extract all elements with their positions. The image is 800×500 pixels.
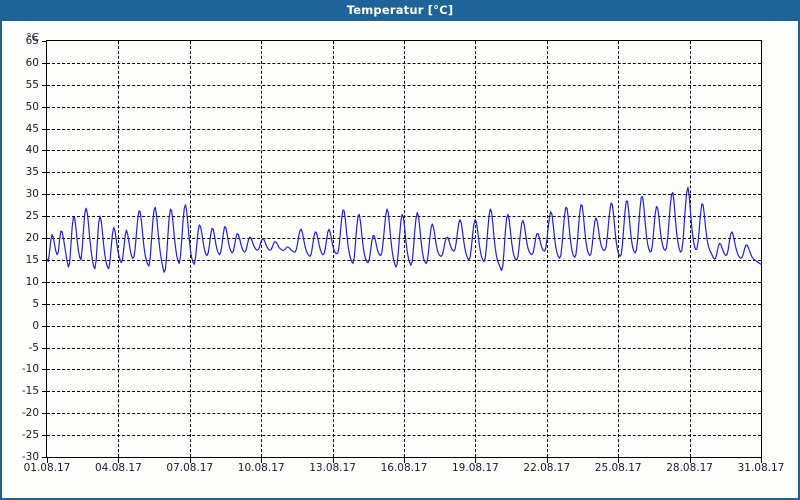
y-axis-tick-label: 60 [25,56,39,69]
y-axis-tick-label: 65 [25,35,39,47]
y-axis-tick-mark [42,150,46,152]
y-axis-tick-mark [42,216,46,218]
temperature-series-svg [47,186,761,273]
plot-region [46,40,762,458]
y-axis-tick-label: 55 [25,78,39,91]
gridline-vertical [118,41,120,457]
y-axis-tick-mark [42,391,46,393]
chart-area: °C 65 60 55 50 45 40 35 30 25 20 15 10 5 0 -5 -10 -15 -20… [2,21,798,496]
x-axis-tick-label: 13.08.17 [309,462,356,474]
x-axis-tick-mark [546,458,548,463]
y-axis-tick-mark [42,238,46,240]
x-axis-tick-mark [689,458,691,463]
gridline-vertical [618,41,620,457]
y-axis-tick-mark [42,62,46,64]
x-axis-tick-label: 04.08.17 [95,462,142,474]
y-axis-tick-label: 50 [25,100,39,113]
x-axis-tick-label: 10.08.17 [237,462,285,474]
y-axis-tick-mark [42,281,46,283]
y-axis-tick-mark [42,325,46,327]
y-axis-tick-mark [42,347,46,349]
x-axis-tick-label: 07.08.17 [166,462,214,474]
window-title-bar: Temperatur [°C] [0,0,800,21]
x-axis-tick-label: 19.08.17 [452,462,499,474]
y-axis-tick-mark [42,303,46,305]
y-axis-tick-mark [42,435,46,437]
y-axis-tick-label: 25 [25,210,39,223]
temperature-line [47,186,761,273]
x-axis-tick-mark [261,458,263,463]
y-axis-tick-mark [42,194,46,196]
x-axis-tick-label: 25.08.17 [594,462,642,474]
y-axis-tick-label: -15 [21,385,39,398]
page-title: Temperatur [°C] [346,3,454,17]
y-axis-tick-label: 20 [25,232,39,245]
x-axis-tick-label: 22.08.17 [523,462,571,474]
chart-panel: °C 65 60 55 50 45 40 35 30 25 20 15 10 5 0 -5 -10 -15 -20… [0,21,800,500]
x-axis-tick-mark [332,458,334,463]
y-axis-tick-label: 0 [32,319,39,332]
x-axis-tick-mark [47,458,48,463]
x-axis-tick-label: 01.08.17 [23,462,71,474]
y-axis-unit-label: °C [26,32,39,44]
x-axis-tick-mark [475,458,477,463]
gridline-vertical [261,41,263,457]
x-axis-tick-label: 16.08.17 [380,462,428,474]
y-axis-tick-label: 35 [25,166,39,179]
x-axis-tick-mark [189,458,191,463]
y-axis-tick-mark [42,413,46,415]
y-axis-tick-label: -25 [21,429,39,442]
x-axis-tick-mark [118,458,120,463]
x-axis-tick-label: 28.08.17 [666,462,713,474]
y-axis-tick-mark [42,41,46,42]
x-axis-tick-mark [618,458,620,463]
y-axis-tick-mark [42,128,46,130]
gridline-vertical [404,41,405,457]
gridline-vertical [475,41,477,457]
y-axis-tick-mark [42,259,46,261]
x-axis-tick-label: 31.08.17 [737,462,785,474]
y-axis-tick-label: 15 [25,253,39,266]
y-axis-tick-mark [42,172,46,174]
y-axis-tick-mark [42,457,46,458]
y-axis-tick-label: 5 [32,297,39,310]
gridline-vertical [332,41,334,457]
x-axis-tick-mark [404,458,405,463]
y-axis-tick-label: -10 [21,363,39,376]
x-axis-tick-mark [761,458,762,463]
y-axis-tick-label: 10 [25,275,39,288]
y-axis-tick-label: 45 [25,122,39,135]
y-axis-tick-label: -5 [28,341,39,354]
y-axis-tick-mark [42,84,46,86]
y-axis-tick-label: 40 [25,144,39,157]
y-axis-tick-mark [42,369,46,371]
y-axis-tick-label: -20 [21,407,39,420]
y-axis-tick-label: 30 [25,188,39,201]
y-axis-tick-label: -30 [21,451,39,463]
gridline-vertical [689,41,691,457]
gridline-vertical [546,41,548,457]
y-axis-tick-mark [42,106,46,108]
